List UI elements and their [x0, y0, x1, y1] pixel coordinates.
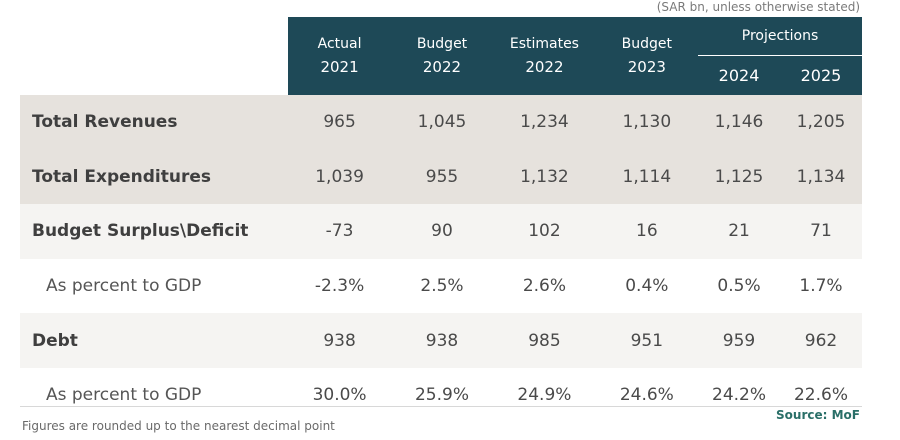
- table-cell: 965: [288, 95, 391, 150]
- table-cell: 1,125: [698, 149, 780, 205]
- column-header-budget-2023: Budget 2023: [595, 17, 699, 95]
- table-cell: 1,130: [595, 95, 699, 150]
- table-row-debt-percent-gdp: As percent to GDP 30.0% 25.9% 24.9% 24.6…: [20, 367, 862, 423]
- table-cell: 22.6%: [779, 367, 862, 423]
- footnote: Figures are rounded up to the nearest de…: [22, 419, 335, 433]
- table-cell: 938: [390, 313, 494, 368]
- column-header-title: Actual: [317, 36, 362, 52]
- table-cell: 90: [390, 204, 494, 259]
- table-row-total-expenditures: Total Expenditures 1,039 955 1,132 1,114…: [20, 149, 862, 205]
- table-cell: 1,205: [779, 95, 862, 150]
- column-header-year: 2021: [320, 58, 359, 76]
- table-cell: -73: [288, 204, 391, 259]
- row-label: As percent to GDP: [20, 367, 289, 423]
- table-cell: 25.9%: [390, 367, 494, 423]
- table-cell: 955: [390, 149, 494, 205]
- header-blank-cell: [20, 17, 289, 95]
- row-label: Total Expenditures: [20, 149, 289, 205]
- table-cell: 24.2%: [698, 367, 780, 423]
- table-cell: 102: [493, 204, 596, 259]
- table-cell: 1,132: [493, 149, 596, 205]
- source-note: Source: MoF: [776, 408, 860, 422]
- unit-note: (SAR bn, unless otherwise stated): [656, 0, 860, 14]
- row-label: Budget Surplus\Deficit: [20, 204, 289, 259]
- table-cell: 1.7%: [779, 258, 862, 314]
- column-header-budget-2022: Budget 2022: [390, 17, 494, 95]
- table-cell: 1,234: [493, 95, 596, 150]
- row-label: As percent to GDP: [20, 258, 289, 314]
- table-header: Actual 2021 Budget 2022 Estimates 2022 B…: [20, 17, 862, 95]
- column-header-title: Budget: [621, 36, 673, 52]
- bottom-divider: [20, 406, 862, 407]
- table-row-debt: Debt 938 938 985 951 959 962: [20, 313, 862, 368]
- table-cell: 2.6%: [493, 258, 596, 314]
- projection-year-2025: 2025: [779, 55, 862, 95]
- projections-header: Projections: [698, 17, 862, 56]
- table-cell: -2.3%: [288, 258, 391, 314]
- table-cell: 1,045: [390, 95, 494, 150]
- table-cell: 962: [779, 313, 862, 368]
- row-label: Total Revenues: [20, 95, 289, 150]
- table-cell: 1,134: [779, 149, 862, 205]
- table-cell: 985: [493, 313, 596, 368]
- table-row-total-revenues: Total Revenues 965 1,045 1,234 1,130 1,1…: [20, 95, 862, 150]
- column-header-estimates-2022: Estimates 2022: [493, 17, 596, 95]
- column-header-year: 2022: [422, 58, 462, 76]
- table-cell: 30.0%: [288, 367, 391, 423]
- table-cell: 71: [779, 204, 862, 259]
- projection-year-2024: 2024: [698, 55, 780, 95]
- table-row-budget-surplus-deficit: Budget Surplus\Deficit -73 90 102 16 21 …: [20, 204, 862, 259]
- table-cell: 1,146: [698, 95, 780, 150]
- table-cell: 938: [288, 313, 391, 368]
- table-cell: 0.4%: [595, 258, 699, 314]
- table-cell: 1,114: [595, 149, 699, 205]
- table-cell: 1,039: [288, 149, 391, 205]
- column-header-actual-2021: Actual 2021: [288, 17, 391, 95]
- table-cell: 21: [698, 204, 780, 259]
- column-header-title: Estimates: [509, 36, 579, 52]
- budget-table: Actual 2021 Budget 2022 Estimates 2022 B…: [20, 17, 862, 423]
- column-header-title: Budget: [416, 36, 468, 52]
- table-row-surplus-percent-gdp: As percent to GDP -2.3% 2.5% 2.6% 0.4% 0…: [20, 258, 862, 314]
- table-cell: 24.9%: [493, 367, 596, 423]
- table-cell: 24.6%: [595, 367, 699, 423]
- column-header-year: 2022: [525, 58, 564, 76]
- table-cell: 2.5%: [390, 258, 494, 314]
- column-header-year: 2023: [627, 58, 666, 76]
- table-cell: 951: [595, 313, 699, 368]
- table-cell: 0.5%: [698, 258, 780, 314]
- table-cell: 16: [595, 204, 699, 259]
- row-label: Debt: [20, 313, 289, 368]
- table-cell: 959: [698, 313, 780, 368]
